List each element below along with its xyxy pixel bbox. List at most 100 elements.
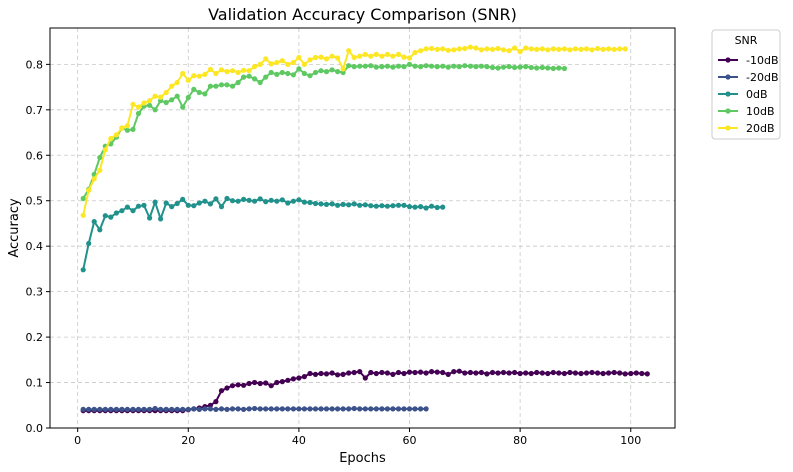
data-point <box>434 46 440 53</box>
data-point <box>290 72 296 78</box>
data-point <box>241 74 247 80</box>
data-point <box>108 214 114 220</box>
data-point <box>379 406 385 412</box>
data-point <box>628 370 634 377</box>
data-point <box>229 383 236 389</box>
data-point <box>473 370 479 376</box>
data-point <box>346 370 352 376</box>
x-tick-label: 40 <box>292 434 306 447</box>
data-point <box>340 201 346 207</box>
data-point <box>467 63 473 69</box>
data-point <box>224 195 230 202</box>
data-point <box>169 83 175 89</box>
y-tick-label: 0.3 <box>26 286 44 299</box>
data-point <box>639 370 645 377</box>
data-point <box>550 46 556 52</box>
data-point <box>418 369 424 375</box>
data-point <box>395 202 402 208</box>
data-point <box>622 371 628 377</box>
data-point <box>268 69 274 76</box>
data-point <box>523 45 529 51</box>
data-point <box>252 405 258 412</box>
data-point <box>335 202 341 208</box>
data-point <box>285 377 291 383</box>
y-tick-label: 0.7 <box>26 104 44 117</box>
data-point <box>124 127 130 133</box>
data-point <box>229 83 236 89</box>
data-point <box>368 369 374 376</box>
data-point <box>500 64 507 70</box>
y-tick-label: 0.8 <box>26 58 44 71</box>
data-point <box>246 197 252 203</box>
data-point <box>567 47 573 53</box>
data-point <box>213 406 219 412</box>
data-point <box>91 176 97 182</box>
legend-swatch-marker <box>725 125 731 131</box>
data-point <box>218 82 225 88</box>
data-point <box>235 382 241 388</box>
data-point <box>174 406 180 412</box>
data-point <box>124 204 130 210</box>
data-point <box>412 369 418 376</box>
data-point <box>511 369 518 376</box>
series-line <box>82 46 626 216</box>
data-point <box>207 66 213 72</box>
data-point <box>473 64 479 70</box>
data-point <box>301 70 307 77</box>
data-point <box>108 135 114 142</box>
data-point <box>301 199 307 205</box>
data-point <box>207 201 213 207</box>
y-tick-label: 0.6 <box>26 149 44 162</box>
legend-label: -10dB <box>746 54 779 67</box>
data-point <box>185 406 191 412</box>
data-point <box>323 69 330 75</box>
data-point <box>440 46 446 52</box>
data-point <box>163 406 169 412</box>
data-point <box>423 406 429 412</box>
data-point <box>274 379 280 386</box>
data-point <box>274 406 280 412</box>
series-0dB <box>80 195 446 273</box>
data-point <box>556 65 562 71</box>
data-point <box>583 370 590 376</box>
data-point <box>390 371 396 377</box>
data-point <box>550 65 556 72</box>
data-point <box>539 46 545 52</box>
data-point <box>517 370 523 377</box>
data-point <box>556 46 562 53</box>
data-point <box>224 406 230 412</box>
data-point <box>163 200 169 206</box>
data-point <box>252 198 258 204</box>
data-point <box>241 382 247 388</box>
data-point <box>517 49 523 55</box>
data-point <box>307 406 313 412</box>
data-point <box>185 94 191 101</box>
data-point <box>467 369 473 376</box>
data-point <box>556 370 562 376</box>
data-point <box>500 369 507 376</box>
data-point <box>395 63 402 69</box>
data-point <box>412 204 418 210</box>
data-point <box>213 196 219 202</box>
data-point <box>379 64 385 70</box>
data-point <box>185 202 191 208</box>
data-point <box>495 370 501 376</box>
data-point <box>191 406 197 412</box>
data-point <box>296 197 302 203</box>
data-point <box>97 406 103 412</box>
data-point <box>600 46 606 53</box>
plot-frame <box>49 27 676 429</box>
data-point <box>406 369 413 375</box>
data-point <box>423 205 429 211</box>
data-point <box>135 406 142 412</box>
data-point <box>335 55 341 61</box>
data-point <box>534 65 540 71</box>
data-point <box>163 99 169 106</box>
data-point <box>578 46 584 53</box>
data-point <box>218 204 225 210</box>
data-point <box>263 74 269 80</box>
data-point <box>86 187 92 193</box>
series--10dB <box>80 368 650 414</box>
data-point <box>418 406 424 412</box>
data-point <box>307 370 313 377</box>
